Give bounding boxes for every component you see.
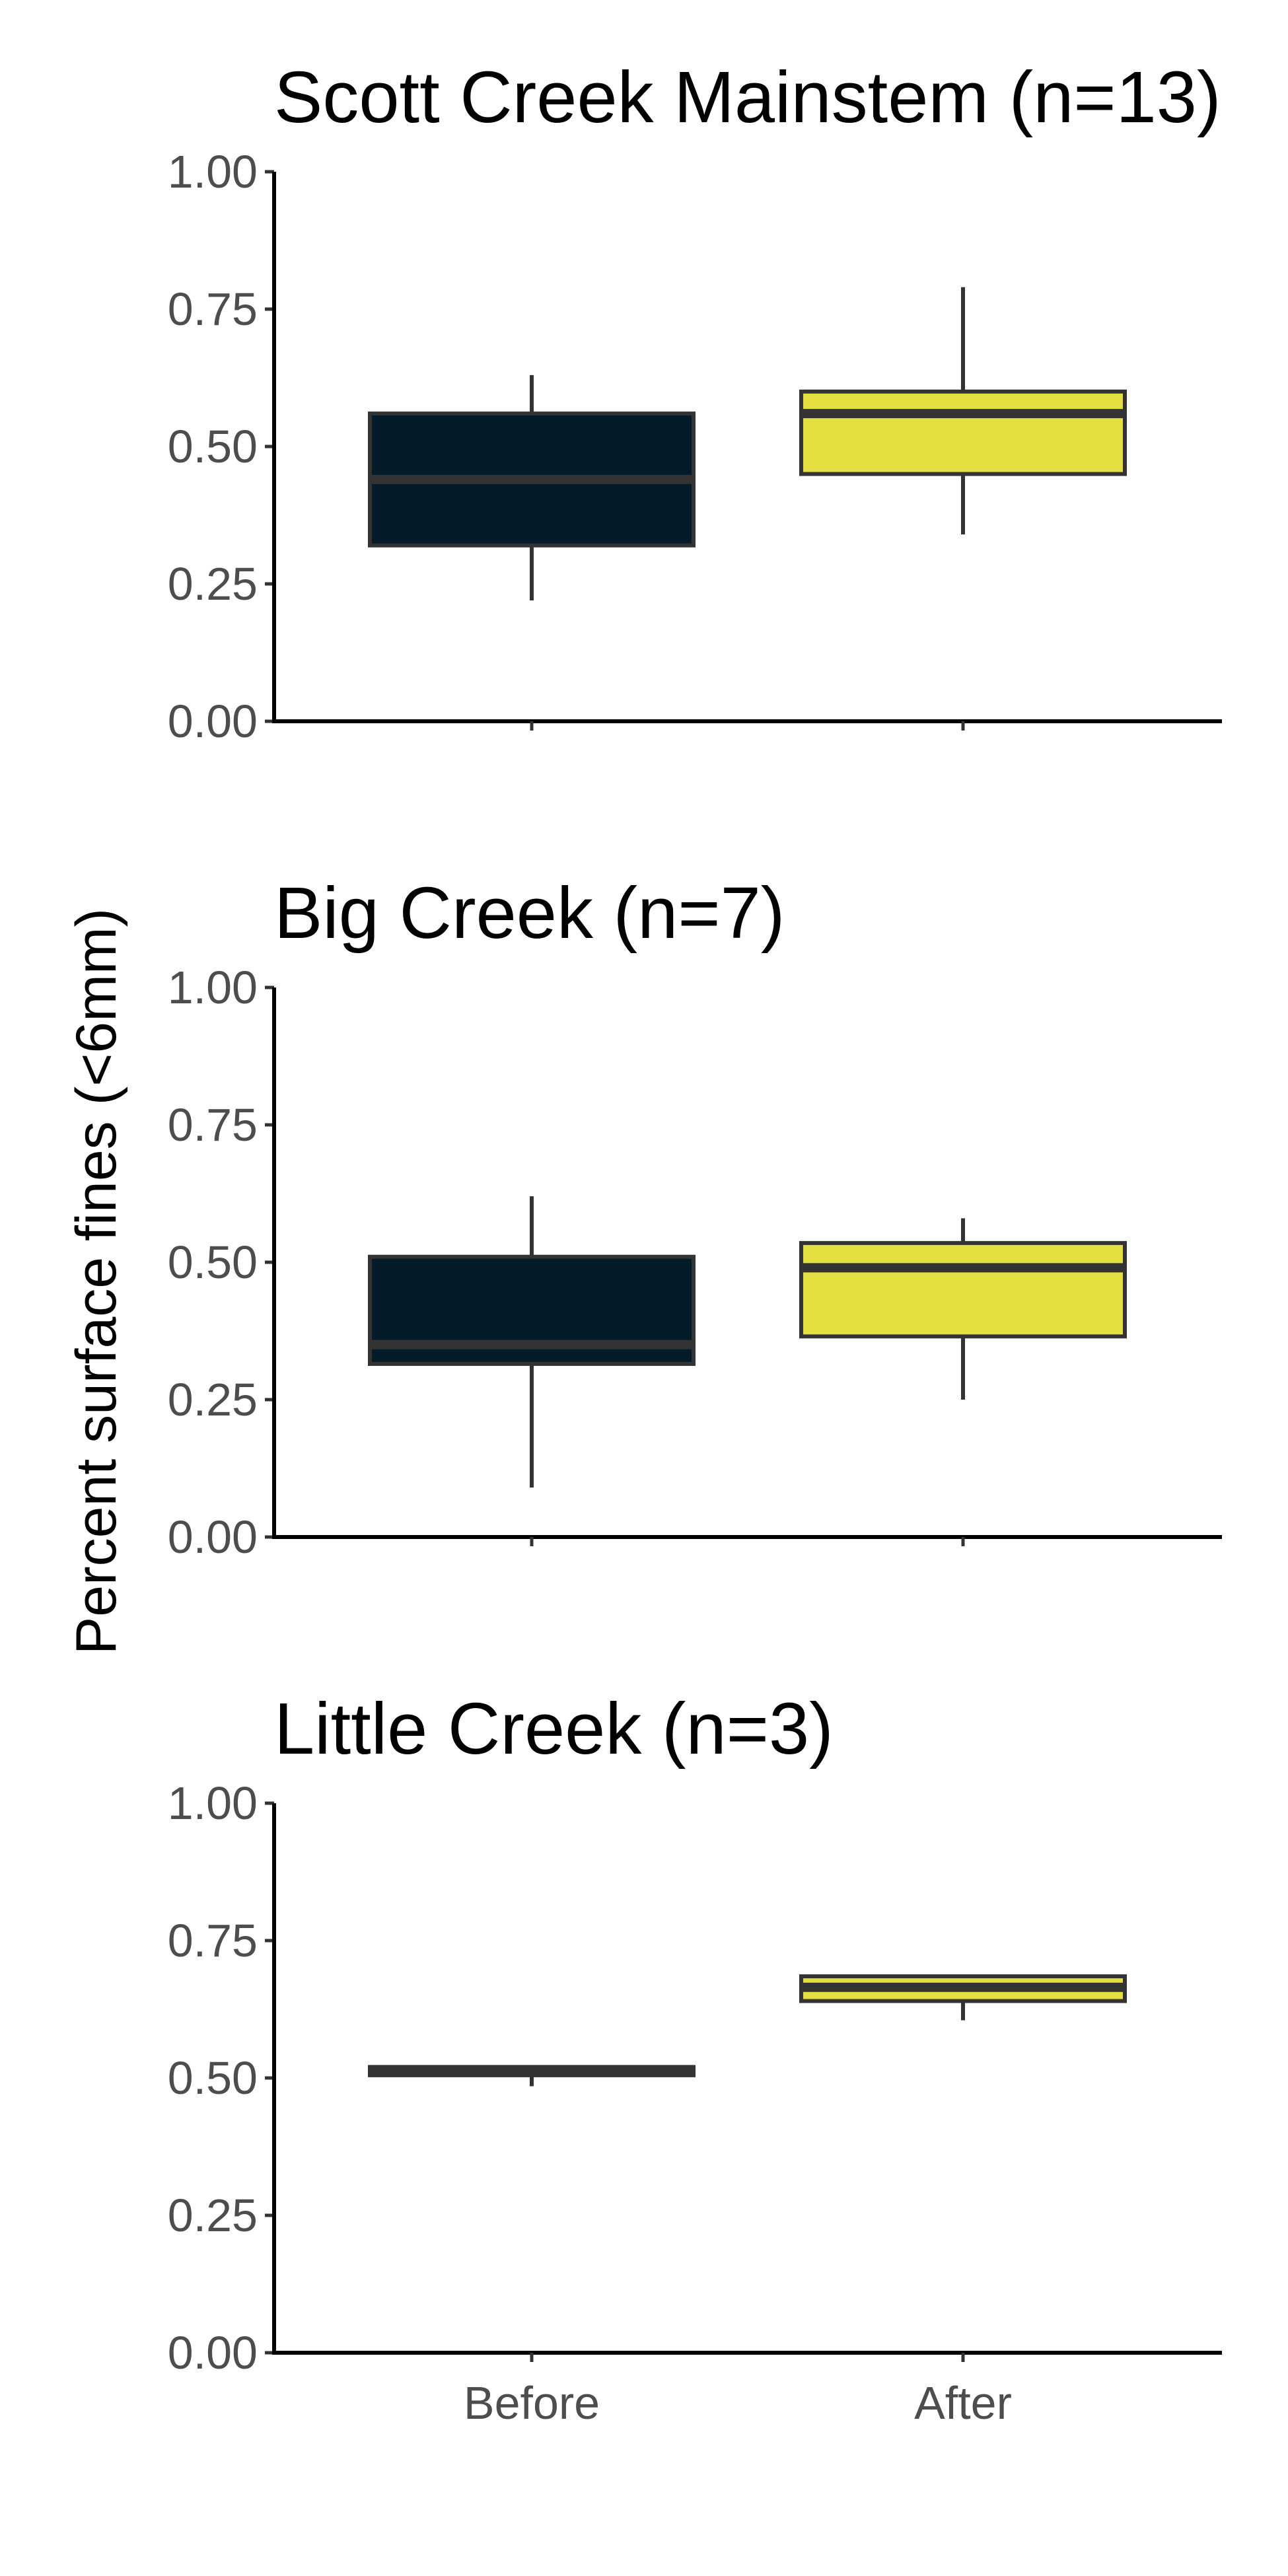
y-axis-label: Percent surface fines (<6mm) <box>65 908 128 1655</box>
panel-1: Scott Creek Mainstem (n=13) 0.00 0.25 0.50 0… <box>168 57 1222 747</box>
panel-3: Little Creek (n=3) 0.00 0.25 0.50 0.75 1.00 Be… <box>168 1688 1222 2429</box>
y-tick-label: 0.25 <box>168 1374 258 1425</box>
x-tick-label: After <box>914 2377 1012 2429</box>
box-after <box>799 389 1127 476</box>
y-tick-label: 0.50 <box>168 2052 258 2104</box>
y-tick-label: 0.75 <box>168 1099 258 1151</box>
y-tick-label: 1.00 <box>168 1777 258 1829</box>
y-tick-label: 0.25 <box>168 558 258 610</box>
panel-2: Big Creek (n=7) 0.00 0.25 0.50 0.75 1.00 <box>168 873 1222 1563</box>
y-tick-label: 1.00 <box>168 146 258 197</box>
panels-container: Scott Creek Mainstem (n=13) 0.00 0.25 0.50 0… <box>168 57 1222 2429</box>
y-tick-label: 0.50 <box>168 1236 258 1288</box>
box-after <box>799 1240 1127 1339</box>
y-tick-label: 0.00 <box>168 696 258 747</box>
y-tick-label: 0.00 <box>168 2327 258 2379</box>
y-tick-label: 0.50 <box>168 421 258 472</box>
y-tick-label: 1.00 <box>168 962 258 1013</box>
panel-title: Big Creek (n=7) <box>274 873 785 954</box>
panel-title: Scott Creek Mainstem (n=13) <box>274 57 1221 138</box>
y-tick-label: 0.75 <box>168 1915 258 1966</box>
panel-title: Little Creek (n=3) <box>274 1688 834 1770</box>
x-tick-label: Before <box>464 2377 600 2429</box>
y-tick-label: 0.75 <box>168 283 258 335</box>
y-tick-label: 0.00 <box>168 1511 258 1563</box>
y-tick-label: 0.25 <box>168 2190 258 2241</box>
